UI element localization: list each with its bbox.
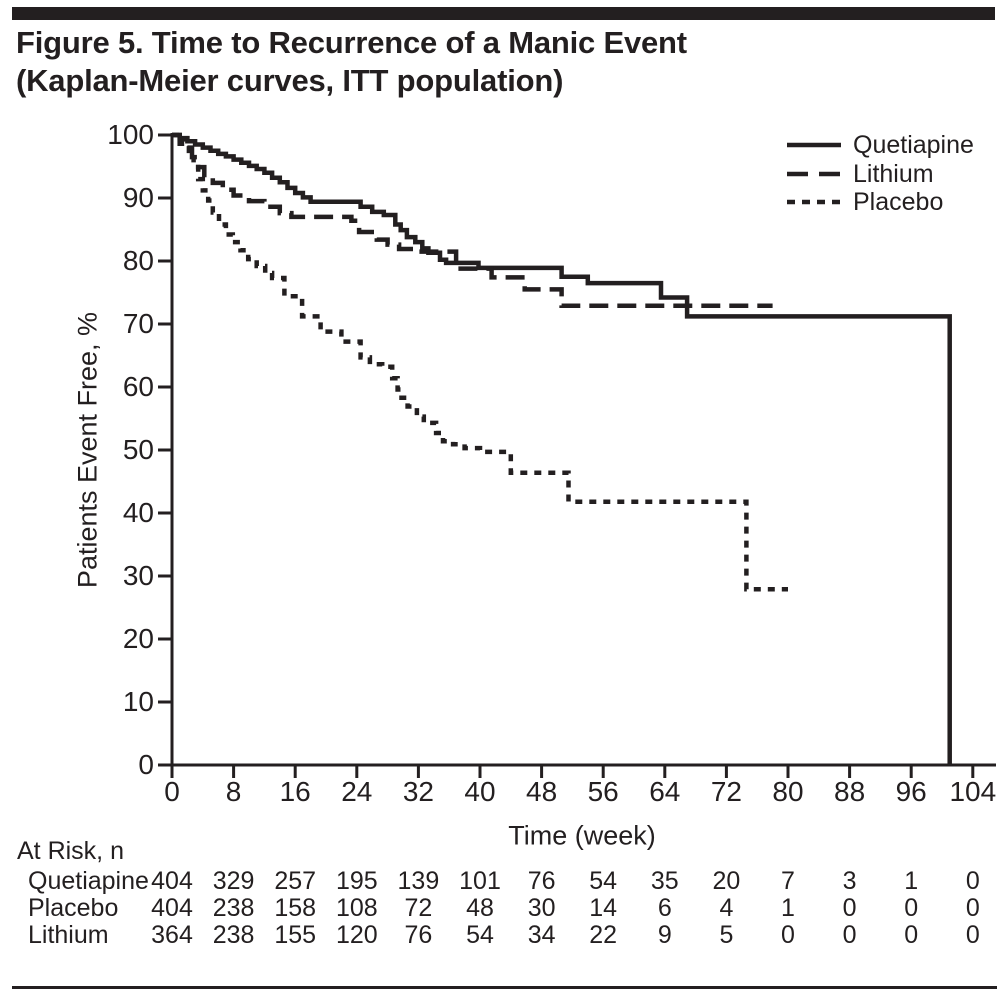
curve-placebo	[172, 132, 788, 592]
top-rule	[12, 7, 995, 20]
bottom-rule	[12, 986, 997, 989]
curve-quetiapine	[172, 132, 952, 765]
curve-lithium	[172, 132, 773, 308]
figure-title-line2: (Kaplan-Meier curves, ITT population)	[16, 63, 564, 98]
figure-title-line1: Figure 5. Time to Recurrence of a Manic …	[16, 25, 687, 60]
figure-title: Figure 5. Time to Recurrence of a Manic …	[16, 24, 687, 100]
